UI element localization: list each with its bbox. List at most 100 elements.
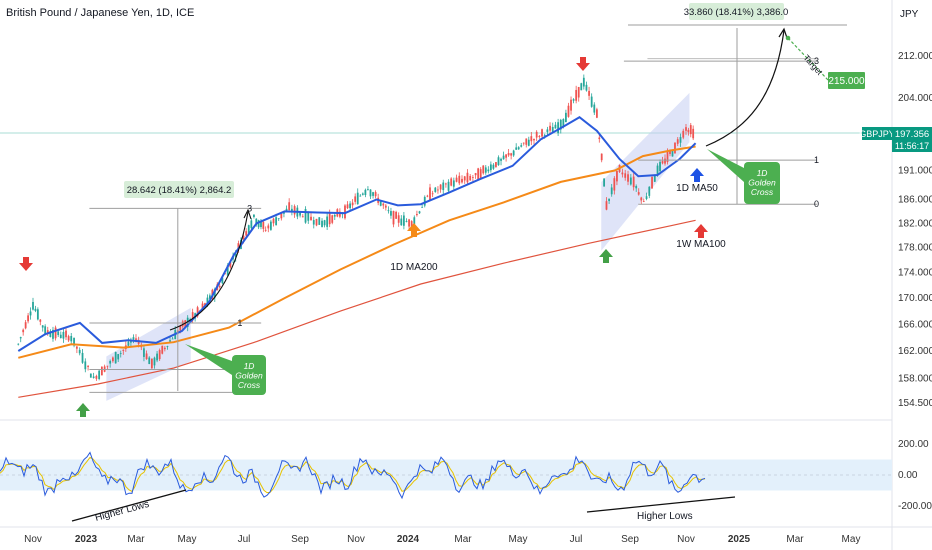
candle-body	[49, 331, 52, 338]
candle-body	[257, 220, 260, 228]
candle-body	[234, 253, 237, 258]
time-tick-label: Sep	[621, 534, 639, 545]
candle-body	[98, 370, 101, 379]
candle-body	[372, 192, 374, 196]
candle-body	[624, 173, 627, 178]
candle-body	[515, 147, 518, 150]
candle-body	[447, 181, 450, 191]
candle-body	[34, 308, 37, 311]
candle-body	[301, 216, 304, 218]
candle-body	[242, 235, 245, 240]
red-arrow-1	[19, 257, 33, 271]
candle-body	[140, 346, 143, 348]
candle-body	[275, 217, 278, 226]
candle-body	[669, 151, 671, 154]
candle-body	[179, 325, 182, 331]
candle-body	[543, 134, 546, 136]
candle-body	[382, 203, 385, 206]
candle-body	[65, 330, 67, 338]
higher-lows-line-2	[586, 496, 736, 513]
price-tick-label: 166.000	[898, 319, 932, 330]
rsi-tick-label: 200.00	[898, 439, 929, 450]
candle-body	[659, 161, 661, 172]
candle-body	[455, 177, 458, 182]
candle-body	[132, 337, 135, 340]
candle-body	[616, 171, 618, 182]
candle-body	[482, 165, 485, 174]
candle-body	[565, 112, 567, 123]
proj-measure-box	[689, 3, 784, 20]
candle-body	[645, 196, 648, 199]
candle-body	[122, 349, 125, 351]
golden-cross-2-pointer	[707, 149, 744, 182]
candle-body	[226, 265, 229, 276]
proj-curve	[705, 29, 785, 147]
candle-body	[299, 211, 301, 216]
candle-body	[250, 220, 253, 229]
series-ma100w	[18, 219, 696, 398]
candle-body	[635, 186, 638, 189]
proj-fib-label-1: 1	[814, 155, 819, 165]
candle-body	[384, 205, 387, 208]
candle-body	[679, 137, 682, 143]
candle-body	[62, 331, 65, 339]
rsi-ma-line	[0, 456, 706, 494]
candle-body	[648, 186, 651, 196]
candle-body	[54, 327, 57, 339]
candle-body	[598, 137, 601, 140]
time-tick-label: Nov	[24, 534, 42, 545]
price-tick-label: 178.000	[898, 243, 932, 254]
price-tag-value-box	[892, 127, 932, 152]
target-dot	[785, 35, 791, 41]
green-arrow-1	[76, 403, 90, 417]
candle-body	[262, 221, 265, 229]
golden-cross-1-text-line: 1D	[244, 361, 255, 371]
golden-cross-1-pointer	[185, 344, 232, 375]
candle-body	[562, 118, 565, 127]
price-tag-value: 197.356	[895, 129, 929, 140]
candle-body	[397, 215, 400, 223]
candle-body	[349, 203, 351, 209]
candle-body	[527, 139, 530, 146]
ma100w-label: 1W MA100	[676, 239, 726, 250]
candle-body	[664, 158, 666, 164]
candle-body	[213, 289, 216, 298]
candle-body	[530, 136, 533, 142]
candle-body	[321, 220, 323, 227]
candle-body	[546, 129, 549, 132]
candle-body	[439, 184, 442, 190]
candle-body	[44, 326, 47, 335]
time-tick-label: May	[178, 534, 197, 545]
candle-body	[237, 243, 240, 249]
candle-body	[285, 208, 288, 212]
candle-body	[666, 151, 669, 163]
candle-body	[109, 360, 112, 364]
candle-body	[191, 312, 194, 321]
candle-body	[312, 220, 315, 225]
time-tick-label: Sep	[291, 534, 309, 545]
candle-body	[402, 215, 405, 226]
candle-body	[29, 311, 32, 316]
candle-body	[361, 193, 364, 195]
candle-body	[629, 177, 632, 185]
candle-body	[600, 153, 603, 161]
candle-body	[328, 213, 331, 225]
candle-body	[605, 201, 608, 210]
candle-body	[653, 175, 656, 182]
candle-body	[434, 187, 437, 192]
candle-body	[245, 231, 248, 236]
candle-body	[32, 301, 34, 310]
candle-body	[510, 153, 513, 156]
candle-body	[158, 350, 161, 360]
past-measure-label: 28.642 (18.41%) 2,864.2	[127, 185, 232, 196]
candle-body	[413, 217, 416, 225]
ma200-label: 1D MA200	[390, 262, 438, 273]
orange-arrow-ma200	[407, 223, 421, 237]
candle-body	[84, 361, 87, 370]
time-tick-label: May	[842, 534, 861, 545]
candle-body	[73, 337, 75, 346]
candle-body	[656, 165, 659, 175]
candle-body	[535, 131, 538, 138]
